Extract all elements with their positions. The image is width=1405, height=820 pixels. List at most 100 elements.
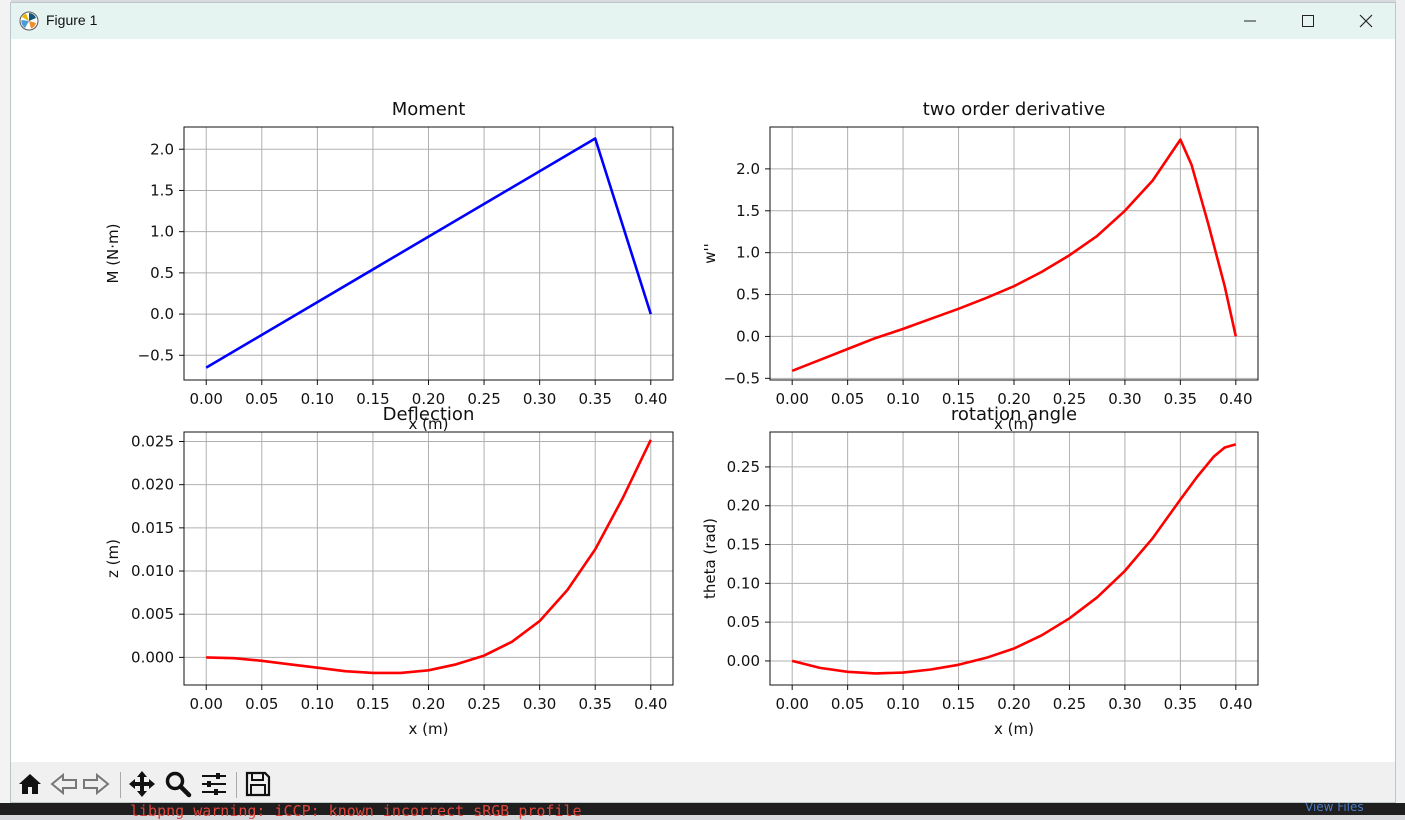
x-tick-label: 0.05	[831, 390, 864, 408]
x-tick-label: 0.35	[1164, 695, 1197, 713]
toolbar-separator	[236, 772, 237, 798]
x-tick-label: 0.00	[190, 390, 223, 408]
y-tick-label: 0.15	[727, 536, 760, 554]
x-tick-label: 0.25	[1053, 695, 1086, 713]
back-button[interactable]	[49, 768, 79, 800]
x-tick-label: 0.10	[301, 390, 334, 408]
x-axis-label: x (m)	[409, 415, 449, 433]
forward-icon	[83, 772, 110, 796]
chart-title: rotation angle	[951, 404, 1077, 425]
axes-frame	[769, 126, 1259, 381]
y-tick-label: 1.0	[736, 244, 760, 262]
home-button[interactable]	[15, 768, 45, 800]
background-window-right	[1396, 0, 1405, 815]
save-button[interactable]	[243, 768, 273, 800]
figure-window: Figure 1 0.00 0.05 0.10 0.15 0.20 0.25 0.30 0.3…	[10, 2, 1396, 803]
series-line	[791, 138, 1238, 373]
y-tick-label: 0.25	[727, 458, 760, 476]
y-tick-label: 2.0	[736, 160, 760, 178]
x-axis-label: x (m)	[994, 720, 1034, 738]
x-tick-label: 0.30	[523, 390, 556, 408]
navigation-toolbar	[11, 762, 1395, 802]
minimize-button[interactable]	[1221, 3, 1279, 39]
minimize-icon	[1244, 20, 1256, 22]
x-tick-label: 0.30	[1108, 695, 1141, 713]
x-axis-label: x (m)	[409, 720, 449, 738]
y-tick-label: 0.00	[727, 652, 760, 670]
y-tick-label: 0.5	[150, 264, 174, 282]
chart-title: Moment	[392, 99, 466, 120]
save-icon	[245, 771, 271, 797]
x-tick-label: 0.15	[356, 390, 389, 408]
chart-title: Deflection	[383, 404, 475, 425]
y-tick-label: 1.0	[150, 223, 174, 241]
window-title: Figure 1	[46, 12, 98, 28]
matplotlib-app-icon	[19, 11, 39, 31]
x-tick-label: 0.35	[579, 695, 612, 713]
background-window-left	[0, 0, 11, 815]
y-tick-label: 2.0	[150, 140, 174, 158]
close-icon	[1359, 14, 1373, 28]
y-tick-label: 0.0	[150, 305, 174, 323]
x-tick-label: 0.00	[775, 695, 808, 713]
axes-frame	[769, 431, 1259, 686]
x-tick-label: 0.35	[579, 390, 612, 408]
x-tick-label: 0.00	[775, 390, 808, 408]
x-tick-label: 0.05	[245, 390, 278, 408]
x-tick-label: 0.40	[634, 390, 667, 408]
y-tick-label: 0.05	[727, 613, 760, 631]
y-axis-label: M (N·m)	[104, 223, 122, 283]
x-tick-label: 0.25	[1053, 390, 1086, 408]
series-line	[791, 443, 1237, 675]
y-tick-label: −0.5	[724, 369, 760, 387]
x-tick-label: 0.15	[942, 695, 975, 713]
x-tick-label: 0.25	[467, 390, 500, 408]
zoom-button[interactable]	[163, 768, 193, 800]
x-tick-label: 0.10	[886, 695, 919, 713]
y-tick-label: 1.5	[150, 181, 174, 199]
x-tick-label: 0.30	[523, 695, 556, 713]
y-tick-label: −0.5	[138, 346, 174, 364]
y-axis-label: theta (rad)	[701, 518, 719, 599]
y-tick-label: 0.025	[131, 432, 174, 450]
y-tick-label: 0.20	[727, 497, 760, 515]
y-tick-label: 0.010	[131, 562, 174, 580]
maximize-icon	[1302, 15, 1314, 27]
close-button[interactable]	[1337, 3, 1395, 39]
forward-button[interactable]	[81, 768, 111, 800]
toolbar-separator	[120, 772, 121, 798]
configure-subplots-icon	[202, 773, 226, 795]
pan-button[interactable]	[127, 768, 157, 800]
title-bar[interactable]: Figure 1	[11, 3, 1395, 39]
x-tick-label: 0.40	[1219, 695, 1252, 713]
x-tick-label: 0.15	[942, 390, 975, 408]
x-tick-label: 0.10	[301, 695, 334, 713]
x-tick-label: 0.00	[190, 695, 223, 713]
axes-frame	[183, 431, 674, 686]
series-line	[205, 137, 653, 369]
figure-canvas[interactable]: 0.00 0.05 0.10 0.15 0.20 0.25 0.30 0.35 0.40 −0.5…	[11, 41, 1395, 761]
zoom-icon	[165, 771, 192, 798]
x-tick-label: 0.35	[1164, 390, 1197, 408]
y-tick-label: 0.015	[131, 519, 174, 537]
x-tick-label: 0.20	[997, 695, 1030, 713]
pan-icon	[129, 771, 155, 797]
background-view-files-link[interactable]: View Files	[1305, 800, 1364, 814]
y-tick-label: 0.000	[131, 648, 174, 666]
background-terminal-text: libpng warning: iCCP: known incorrect sR…	[130, 802, 582, 820]
axes-frame	[183, 126, 674, 381]
y-tick-label: 0.020	[131, 476, 174, 494]
background-terminal	[0, 803, 1405, 815]
home-icon	[19, 774, 41, 794]
x-tick-label: 0.30	[1108, 390, 1141, 408]
x-tick-label: 0.25	[467, 695, 500, 713]
series-line	[206, 439, 652, 675]
maximize-button[interactable]	[1279, 3, 1337, 39]
y-tick-label: 0.005	[131, 605, 174, 623]
x-tick-label: 0.10	[886, 390, 919, 408]
x-tick-label: 0.40	[1219, 390, 1252, 408]
configure-subplots-button[interactable]	[199, 768, 229, 800]
y-tick-label: 0.0	[736, 327, 760, 345]
x-axis-label: x (m)	[994, 415, 1034, 433]
y-tick-label: 0.5	[736, 286, 760, 304]
